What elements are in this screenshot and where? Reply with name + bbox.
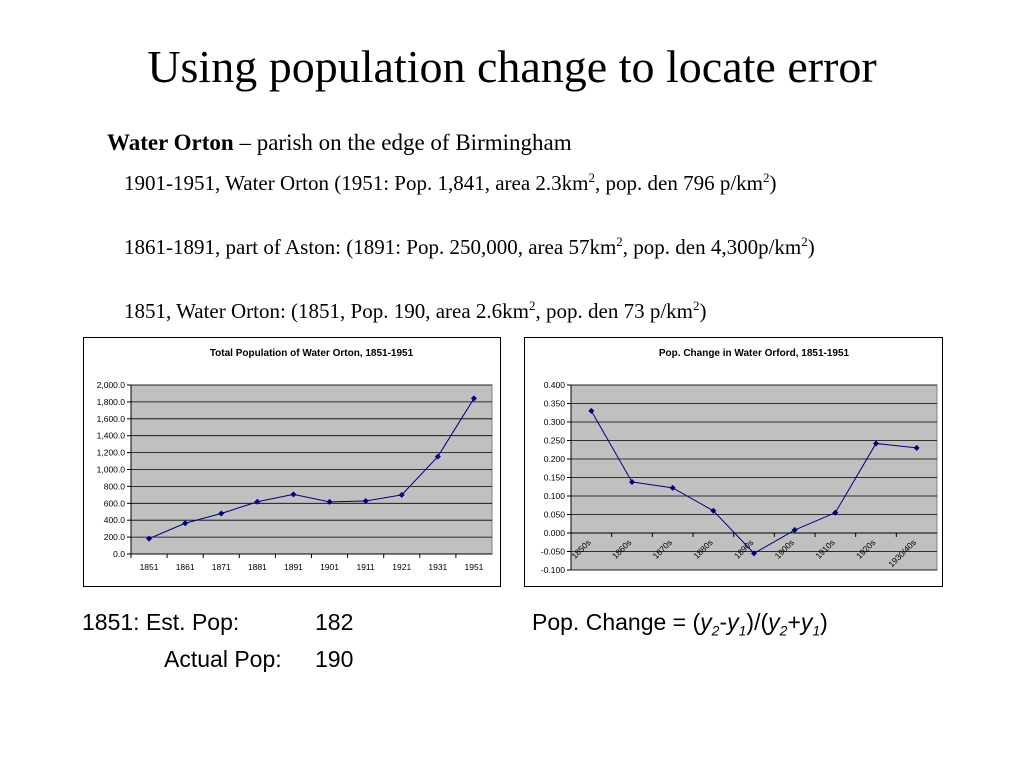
bullet-text: , pop. den 796 p/km: [595, 171, 764, 195]
y-tick-label: 1,000.0: [97, 465, 126, 475]
x-tick-label: 1931: [428, 562, 447, 572]
y-tick-label: 0.0: [113, 549, 125, 559]
data-point: [146, 535, 153, 542]
formula-prefix: Pop. Change = (: [532, 609, 701, 635]
formula-y1: y1: [727, 609, 747, 639]
pop-change-chart-svg: Pop. Change in Water Orford, 1851-1951 -0…: [541, 348, 938, 575]
bullet-1861-1891: 1861-1891, part of Aston: (1891: Pop. 25…: [104, 232, 894, 263]
chart-title: Total Population of Water Orton, 1851-19…: [210, 348, 414, 359]
data-point: [873, 440, 879, 447]
formula-y1b: y1: [800, 609, 821, 639]
y-tick-label: 400.0: [104, 515, 126, 525]
data-point: [326, 498, 333, 505]
x-tick-label: 1901: [320, 562, 339, 572]
data-point: [398, 491, 405, 498]
superscript: 2: [529, 298, 536, 313]
pop-change-formula: Pop. Change = (y2-y1)/(y2+y1): [532, 608, 828, 645]
data-point: [182, 520, 189, 527]
intro-rest: – parish on the edge of Birmingham: [233, 130, 572, 155]
data-point: [254, 498, 261, 505]
x-tick-label: 1921: [392, 562, 411, 572]
chart-title: Pop. Change in Water Orford, 1851-1951: [659, 348, 850, 359]
y-tick-label: 1,600.0: [97, 414, 126, 424]
formula-y2b: y2: [768, 609, 788, 639]
data-point: [588, 407, 595, 414]
data-point: [218, 510, 225, 517]
y-tick-label: 800.0: [104, 481, 126, 491]
y-tick-label: 0.350: [544, 399, 566, 409]
data-point: [669, 484, 676, 491]
x-tick-label: 1951: [464, 562, 483, 572]
y-tick-label: 1,800.0: [97, 397, 126, 407]
data-point: [710, 507, 717, 514]
intro-line: Water Orton – parish on the edge of Birm…: [107, 129, 572, 157]
bullet-text: 1851, Water Orton: (1851, Pop. 190, area…: [124, 299, 530, 323]
y-tick-label: 0.000: [544, 528, 566, 538]
bullet-text: ): [699, 299, 707, 323]
superscript: 2: [616, 234, 623, 249]
bullet-text: 1861-1891, part of Aston: (1891: Pop. 25…: [124, 235, 617, 259]
total-population-chart: Total Population of Water Orton, 1851-19…: [83, 337, 501, 587]
formula-end: ): [820, 609, 828, 635]
formula-minus: -: [719, 609, 728, 635]
superscript: 2: [763, 170, 770, 185]
data-point: [751, 550, 757, 557]
x-tick-label: 1881: [248, 562, 267, 572]
y-tick-label: 0.250: [544, 436, 566, 446]
x-tick-label: 1911: [357, 562, 376, 572]
y-tick-label: 0.100: [544, 491, 566, 501]
formula-mid: )/(: [746, 609, 769, 635]
total-population-chart-svg: Total Population of Water Orton, 1851-19…: [97, 348, 493, 572]
actual-pop-value: 190: [315, 646, 354, 672]
y-tick-label: 0.150: [544, 473, 566, 483]
x-tick-label: 1851: [140, 562, 159, 572]
intro-bold: Water Orton: [107, 130, 234, 155]
data-point: [470, 395, 477, 402]
y-tick-label: -0.050: [541, 547, 565, 557]
y-tick-label: 200.0: [104, 532, 126, 542]
data-point: [362, 498, 369, 505]
y-tick-label: 1,400.0: [97, 431, 126, 441]
pop-change-chart: Pop. Change in Water Orford, 1851-1951 -0…: [524, 337, 943, 587]
y-tick-label: 2,000.0: [97, 380, 126, 390]
bullet-1851: 1851, Water Orton: (1851, Pop. 190, area…: [104, 296, 894, 327]
estimated-pop-label: 1851: Est. Pop:: [82, 609, 240, 635]
superscript: 2: [801, 234, 808, 249]
estimated-pop-value: 182: [315, 609, 354, 635]
bullet-text: , pop. den 4,300p/km: [622, 235, 802, 259]
series-line: [148, 398, 475, 540]
y-tick-label: 1,200.0: [97, 448, 126, 458]
formula-y2: y2: [700, 609, 720, 639]
data-point: [832, 509, 839, 516]
y-tick-label: 0.400: [544, 380, 566, 390]
y-tick-label: 0.050: [544, 510, 566, 520]
y-tick-label: 600.0: [104, 498, 126, 508]
bullet-text: ): [769, 171, 777, 195]
data-point: [290, 491, 297, 498]
superscript: 2: [693, 298, 700, 313]
bullet-text: ): [807, 235, 815, 259]
superscript: 2: [588, 170, 596, 185]
x-tick-label: 1861: [176, 562, 195, 572]
formula-plus: +: [787, 609, 801, 635]
y-tick-label: 0.200: [544, 454, 566, 464]
data-point: [913, 444, 920, 451]
bullet-text: 1901-1951, Water Orton (1951: Pop. 1,841…: [124, 171, 589, 195]
y-tick-label: 0.300: [544, 417, 566, 427]
actual-pop-label: Actual Pop:: [164, 646, 282, 672]
x-tick-label: 1891: [284, 562, 303, 572]
bullet-text: , pop. den 73 p/km: [535, 299, 694, 323]
data-point: [629, 478, 635, 485]
data-point: [434, 453, 441, 460]
data-point: [791, 527, 798, 534]
slide-title: Using population change to locate error: [147, 41, 877, 92]
bullet-1901-1951: 1901-1951, Water Orton (1951: Pop. 1,841…: [104, 168, 894, 199]
x-tick-label: 1871: [212, 562, 231, 572]
y-tick-label: -0.100: [541, 565, 565, 575]
